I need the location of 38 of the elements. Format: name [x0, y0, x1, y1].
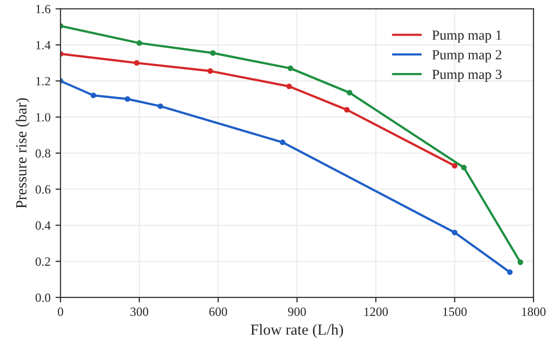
legend-label: Pump map 2 [432, 50, 502, 62]
point [124, 96, 130, 102]
x-tick-label: 600 [209, 308, 228, 316]
point [288, 66, 294, 72]
y-tick-label: 0.2 [36, 257, 50, 266]
point [452, 162, 458, 169]
y-tick-label: 1.0 [36, 113, 50, 122]
x-axis-title: Flow rate (L/h) [250, 324, 343, 338]
y-axis-title: Pressure rise (bar) [16, 98, 30, 208]
x-tick-label: 1500 [443, 308, 467, 316]
point [280, 140, 286, 146]
y-tick-label: 1.6 [36, 4, 50, 14]
point [210, 50, 216, 56]
point [452, 230, 458, 236]
y-tick-label: 0.6 [36, 185, 50, 194]
x-tick-label: 0 [58, 308, 64, 316]
point [136, 40, 142, 46]
x-tick-label: 1800 [522, 308, 546, 316]
y-tick-label: 0.8 [36, 149, 50, 158]
legend-label: Pump map 3 [432, 70, 502, 82]
point [507, 269, 513, 275]
y-tick-label: 1.4 [36, 40, 51, 50]
point [461, 164, 467, 170]
point [158, 103, 164, 109]
x-tick-label: 1200 [364, 308, 388, 316]
point [90, 92, 96, 98]
legend-label: Pump map 1 [432, 30, 502, 43]
y-tick-label: 0.0 [36, 293, 50, 302]
x-tick-label: 300 [130, 308, 148, 316]
point [286, 84, 292, 90]
point [208, 68, 214, 74]
point [134, 60, 140, 66]
y-tick-label: 0.4 [36, 221, 51, 230]
point [344, 107, 350, 113]
x-tick-label: 900 [288, 308, 306, 316]
point [518, 259, 524, 266]
point [346, 90, 352, 96]
y-tick-label: 1.2 [36, 77, 50, 86]
